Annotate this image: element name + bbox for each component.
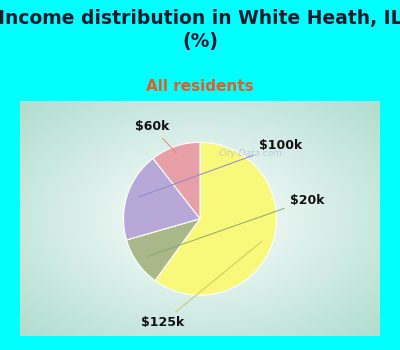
Text: Income distribution in White Heath, IL
(%): Income distribution in White Heath, IL (… bbox=[0, 9, 400, 51]
Wedge shape bbox=[124, 159, 200, 240]
Wedge shape bbox=[126, 219, 200, 281]
Text: $20k: $20k bbox=[148, 194, 324, 257]
Text: $125k: $125k bbox=[141, 241, 262, 329]
Text: All residents: All residents bbox=[146, 79, 254, 94]
Wedge shape bbox=[155, 142, 276, 295]
Text: $60k: $60k bbox=[135, 120, 176, 153]
Text: City-Data.com: City-Data.com bbox=[219, 149, 283, 158]
Text: $100k: $100k bbox=[139, 139, 302, 197]
Wedge shape bbox=[153, 142, 200, 219]
